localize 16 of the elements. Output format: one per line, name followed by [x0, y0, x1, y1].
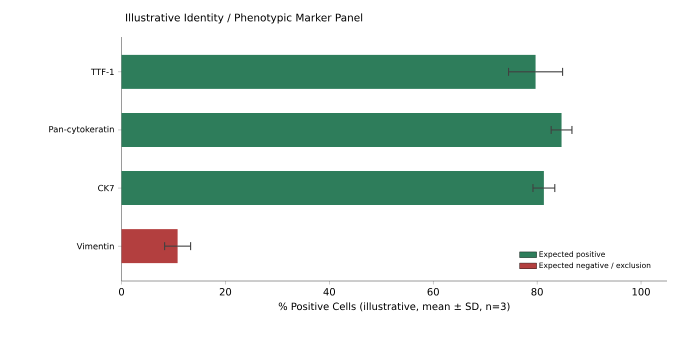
y-tick-label: TTF-1 [90, 68, 114, 75]
bar [122, 54, 536, 89]
x-tick-label: 80 [531, 288, 543, 296]
x-tick-label: 0 [118, 288, 124, 296]
chart-title: Illustrative Identity / Phenotypic Marker Panel [126, 13, 362, 24]
y-tick-label: CK7 [98, 184, 114, 192]
x-tick-label: 40 [323, 288, 336, 296]
x-tick-label: 60 [428, 288, 439, 296]
x-tick-label: 100 [632, 288, 650, 296]
bar [122, 229, 178, 264]
x-tick-label: 20 [220, 288, 232, 296]
x-axis-title: % Positive Cells (illustrative, mean ± SD, n=3) [278, 302, 510, 312]
bar [122, 171, 544, 206]
y-tick-label: Pan-cytokeratin [49, 126, 114, 134]
y-tick-label: Vimentin [76, 242, 114, 250]
bar [122, 112, 562, 147]
